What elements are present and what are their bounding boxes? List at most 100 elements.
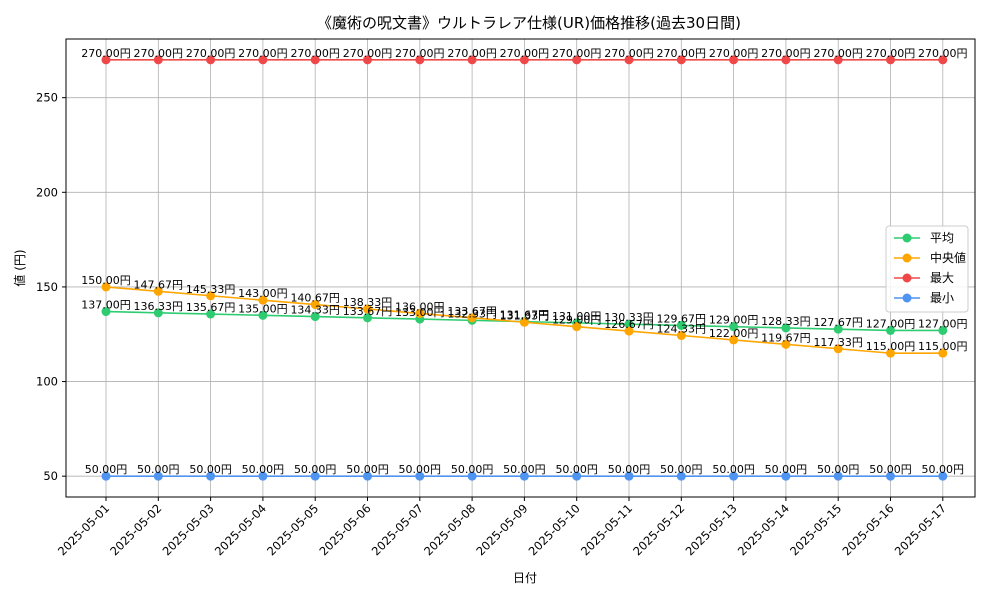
data-label: 119.67円: [761, 331, 811, 344]
data-point: [415, 308, 425, 318]
y-tick-label: 50: [43, 469, 58, 483]
x-tick-label: 2025-05-15: [787, 501, 844, 558]
legend-marker: [902, 273, 912, 283]
data-label: 270.00円: [918, 47, 968, 60]
legend-marker: [902, 293, 912, 303]
data-point: [153, 55, 163, 65]
data-label: 145.33円: [186, 283, 236, 296]
x-tick-label: 2025-05-05: [264, 501, 321, 558]
y-axis: 50 100 150 200 250: [36, 91, 66, 483]
legend-marker: [902, 233, 912, 243]
data-label: 50.00円: [765, 463, 808, 476]
data-label: 124.33円: [657, 323, 707, 336]
data-label: 50.00円: [137, 463, 180, 476]
data-point: [363, 304, 372, 314]
chart-title: 《魔術の呪文書》ウルトラレア仕様(UR)価格推移(過去30日間): [317, 14, 741, 32]
data-point: [938, 471, 948, 481]
data-point: [886, 55, 895, 65]
legend-box: [885, 225, 969, 313]
grid: [66, 39, 975, 497]
data-label: 50.00円: [85, 463, 128, 476]
data-point: [624, 319, 634, 329]
data-label: 127.00円: [918, 317, 968, 330]
data-label: 127.67円: [813, 316, 863, 329]
data-point: [258, 471, 268, 481]
data-label: 137.00円: [81, 299, 131, 312]
data-label: 138.33円: [343, 296, 393, 309]
data-label: 122.00円: [709, 327, 759, 340]
y-tick-label: 150: [36, 280, 58, 294]
data-point: [729, 322, 739, 332]
x-tick-label: 2025-05-14: [735, 501, 792, 558]
data-label: 129.00円: [552, 314, 602, 327]
data-point: [153, 308, 163, 318]
x-tick-label: 2025-05-08: [421, 501, 478, 558]
data-label: 270.00円: [657, 47, 707, 60]
data-label: 133.00円: [395, 306, 445, 319]
data-label: 129.67円: [657, 312, 707, 325]
data-point: [833, 344, 843, 354]
data-label: 270.00円: [395, 47, 445, 60]
data-label: 130.33円: [604, 311, 654, 324]
data-point: [938, 348, 948, 358]
data-label: 50.00円: [712, 463, 755, 476]
y-tick-label: 100: [36, 375, 58, 389]
data-point: [833, 55, 843, 65]
data-point: [415, 55, 425, 65]
data-label: 270.00円: [81, 47, 131, 60]
data-point: [101, 307, 111, 317]
data-label: 270.00円: [186, 47, 236, 60]
data-label: 147.67円: [134, 278, 184, 291]
data-point: [938, 55, 948, 65]
x-tick-label: 2025-05-04: [212, 501, 269, 558]
data-label: 129.00円: [709, 314, 759, 327]
data-point: [572, 322, 582, 332]
data-label: 270.00円: [866, 47, 916, 60]
data-point: [572, 471, 582, 481]
data-point: [467, 471, 477, 481]
data-point: [310, 300, 320, 310]
data-label: 270.00円: [552, 47, 602, 60]
x-tick-label: 2025-05-13: [683, 501, 740, 558]
data-point: [781, 339, 791, 349]
data-point: [833, 471, 843, 481]
y-tick-label: 200: [36, 185, 58, 199]
data-point: [101, 471, 111, 481]
data-point: [101, 55, 111, 65]
data-point: [101, 282, 111, 292]
data-point: [310, 471, 320, 481]
data-label: 115.00円: [866, 340, 916, 353]
data-point: [886, 471, 895, 481]
data-label: 50.00円: [608, 463, 651, 476]
data-label: 270.00円: [134, 47, 184, 60]
data-label: 50.00円: [399, 463, 442, 476]
legend-label: 平均: [930, 231, 954, 245]
data-label: 270.00円: [761, 47, 811, 60]
data-label: 50.00円: [817, 463, 860, 476]
data-point: [519, 317, 529, 327]
data-label: 50.00円: [503, 463, 546, 476]
x-tick-label: 2025-05-03: [160, 501, 217, 558]
data-label: 133.67円: [447, 305, 497, 318]
data-point: [153, 286, 163, 296]
x-tick-label: 2025-05-12: [630, 501, 687, 558]
data-label: 135.67円: [186, 301, 236, 314]
data-point: [729, 55, 739, 65]
x-tick-label: 2025-05-02: [107, 501, 164, 558]
data-point: [310, 55, 320, 65]
data-label: 50.00円: [451, 463, 494, 476]
x-tick-label: 2025-05-09: [473, 501, 530, 558]
data-label: 50.00円: [346, 463, 389, 476]
data-point: [729, 471, 739, 481]
data-point: [676, 55, 686, 65]
data-label: 270.00円: [500, 47, 550, 60]
data-point: [206, 291, 216, 301]
data-label: 270.00円: [709, 47, 759, 60]
data-point: [624, 55, 634, 65]
data-point: [467, 55, 477, 65]
data-point: [781, 323, 791, 333]
data-labels-layer: 137.00円 136.33円 135.67円 135.00円 134.33円 133.6…: [81, 47, 967, 476]
data-point: [258, 55, 268, 65]
data-label: 270.00円: [290, 47, 340, 60]
data-point: [886, 325, 895, 335]
